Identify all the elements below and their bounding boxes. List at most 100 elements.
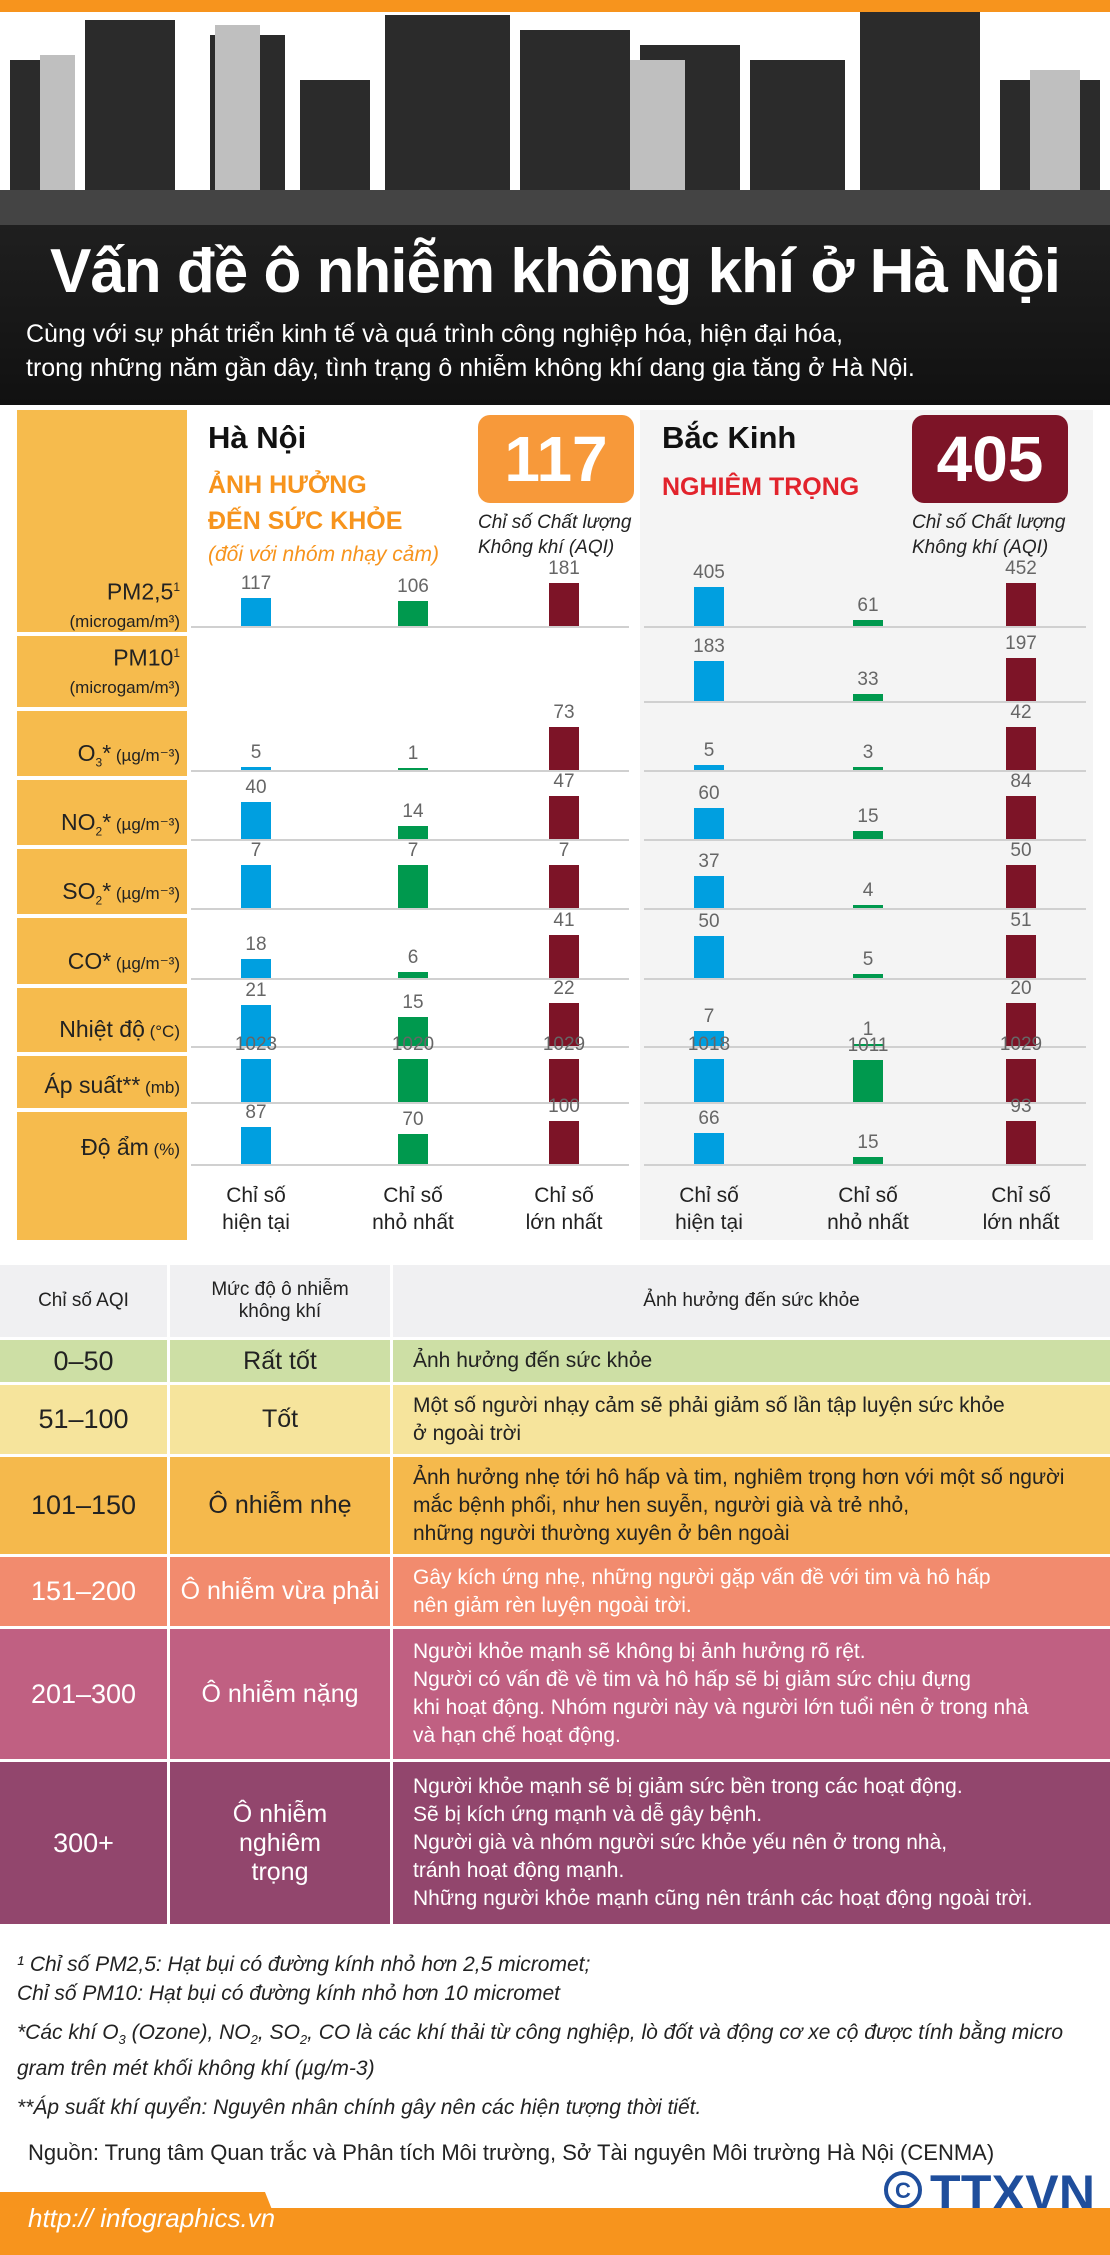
row-label: Nhiệt độ (°C) xyxy=(17,1016,180,1045)
row-label: O3* (µg/m⁻³) xyxy=(17,740,180,777)
value-label-hanoi: 1029 xyxy=(542,1034,586,1055)
value-label-beijing: 37 xyxy=(698,851,720,872)
footnote: , SO xyxy=(257,2021,300,2044)
row-label-suffix: * xyxy=(102,809,112,835)
row-divider xyxy=(17,776,187,780)
baseline xyxy=(644,1102,1086,1104)
cell-text: Một số người nhạy cảm sẽ phải giảm số lầ… xyxy=(413,1393,1005,1417)
subscript: 2 xyxy=(250,2032,258,2048)
baseline xyxy=(191,1102,629,1104)
row-divider xyxy=(17,707,187,711)
row-label-name: Áp suất** xyxy=(44,1072,141,1098)
baseline xyxy=(644,839,1086,841)
cell-text: Rất tốt xyxy=(243,1346,317,1375)
value-label-beijing: 197 xyxy=(1005,633,1037,654)
bar-hanoi-current xyxy=(241,1005,271,1046)
value-label-hanoi: 1023 xyxy=(234,1034,278,1055)
pollution-level-cell: Ô nhiễm nặng xyxy=(170,1629,393,1759)
bar-hanoi-current xyxy=(241,802,271,839)
superscript: 1 xyxy=(173,646,180,660)
status-line: ẢNH HƯỞNG xyxy=(208,471,367,499)
value-label-hanoi: 73 xyxy=(553,702,575,723)
footnote: Chỉ số PM10: Hạt bụi có đường kính nhỏ h… xyxy=(17,1982,560,2005)
value-label-hanoi: 1020 xyxy=(391,1034,435,1055)
header-cell: Chỉ số AQI xyxy=(0,1265,170,1337)
row-label-name: Nhiệt độ xyxy=(59,1016,145,1042)
bar-beijing-min xyxy=(853,1060,883,1102)
footnote: **Áp suất khí quyển: Nguyên nhân chính g… xyxy=(17,2096,702,2120)
table-row: 151–200 Ô nhiễm vừa phải Gây kích ứng nhẹ,… xyxy=(0,1557,1110,1629)
baseline xyxy=(644,908,1086,910)
aqi-range-cell: 201–300 xyxy=(0,1629,170,1759)
cell-text: 0–50 xyxy=(53,1345,114,1376)
baseline xyxy=(644,626,1086,628)
city-name-hanoi: Hà Nội xyxy=(208,420,307,455)
baseline xyxy=(644,701,1086,703)
bar-hanoi-current xyxy=(241,1059,271,1102)
footnote: (Ozone), NO xyxy=(125,2021,251,2044)
pollution-level-cell: Tốt xyxy=(170,1385,393,1454)
bar-beijing-min xyxy=(853,767,883,770)
value-label-beijing: 42 xyxy=(1010,702,1032,723)
bar-beijing-max xyxy=(1006,583,1036,626)
row-label-column xyxy=(17,410,187,1240)
column-label: hiện tại xyxy=(675,1211,743,1234)
column-label: nhỏ nhất xyxy=(372,1211,454,1234)
cell-text: Ảnh hưởng đến sức khỏe xyxy=(643,1290,860,1311)
footnote: , CO là các khí thải từ công nghiệp, lò … xyxy=(17,2021,1064,2081)
row-label-unit: (µg/m⁻³) xyxy=(111,954,180,973)
value-label-hanoi: 47 xyxy=(553,771,575,792)
value-label-hanoi: 14 xyxy=(402,801,424,822)
column-label: Chỉ số xyxy=(226,1184,286,1207)
value-label-beijing: 1018 xyxy=(687,1034,731,1055)
value-label-beijing: 50 xyxy=(698,911,720,932)
cell-text: Sẽ bị kích ứng mạnh và dễ gây bệnh. xyxy=(413,1803,763,1826)
value-label-beijing: 1011 xyxy=(847,1035,889,1056)
status-note: (đối với nhóm nhạy cảm) xyxy=(208,543,439,566)
cell-text: Những người khỏe mạnh cũng nên tránh các… xyxy=(413,1887,1033,1910)
value-label-beijing: 60 xyxy=(698,783,720,804)
cell-text: Tốt xyxy=(261,1405,299,1433)
bar-beijing-min xyxy=(853,905,883,908)
top-accent-strip xyxy=(0,0,1110,12)
aqi-range-cell: 0–50 xyxy=(0,1340,170,1382)
table-row: 51–100 Tốt Một số người nhạy cảm sẽ phải g… xyxy=(0,1385,1110,1457)
bar-beijing-current xyxy=(694,587,724,626)
value-label-hanoi: 1 xyxy=(407,743,419,764)
health-effect-cell: Một số người nhạy cảm sẽ phải giảm số lầ… xyxy=(393,1385,1110,1454)
svg-text:C: C xyxy=(895,2178,911,2203)
bar-beijing-current xyxy=(694,936,724,978)
bar-beijing-max xyxy=(1006,1121,1036,1164)
bar-beijing-current xyxy=(694,765,724,770)
aqi-caption: Không khí (AQI) xyxy=(478,537,615,558)
comparison-chart: Hà Nội ẢNH HƯỞNG ĐẾN SỨC KHỎE (đối với n… xyxy=(0,410,1110,1240)
value-label-hanoi: 15 xyxy=(402,992,424,1013)
column-label: Chỉ số xyxy=(383,1184,443,1207)
baseline xyxy=(191,1164,629,1166)
bar-beijing-max xyxy=(1006,865,1036,908)
bar-beijing-max xyxy=(1006,935,1036,978)
bar-hanoi-min xyxy=(398,1017,428,1046)
cell-text: Ô nhiễm nhẹ xyxy=(208,1491,352,1519)
value-label-hanoi: 117 xyxy=(240,573,272,594)
subscript: 2 xyxy=(95,824,103,839)
column-label: Chỉ số xyxy=(838,1184,898,1207)
table-row: 300+ Ô nhiễm nghiêm trọng Người khỏe mạnh … xyxy=(0,1762,1110,1927)
bar-beijing-min xyxy=(853,694,883,701)
column-label: Chỉ số xyxy=(991,1184,1051,1207)
aqi-badge-beijing: 405 xyxy=(912,415,1068,503)
value-label-hanoi: 87 xyxy=(245,1102,267,1123)
bar-hanoi-max xyxy=(549,727,579,770)
value-label-hanoi: 181 xyxy=(548,558,580,579)
cell-text: Người khỏe mạnh sẽ bị giảm sức bền trong… xyxy=(413,1775,963,1798)
bar-beijing-min xyxy=(853,1157,883,1164)
row-divider xyxy=(17,1052,187,1056)
bar-beijing-current xyxy=(694,1133,724,1164)
footnotes: ¹ Chỉ số PM2,5: Hạt bụi có đường kính nh… xyxy=(17,1950,1097,2132)
value-label-beijing: 66 xyxy=(698,1108,720,1129)
value-label-beijing: 7 xyxy=(703,1006,715,1027)
bar-hanoi-max xyxy=(549,935,579,978)
pollution-level-cell: Ô nhiễm nghiêm trọng xyxy=(170,1762,393,1924)
website-link[interactable]: http:// infographics.vn xyxy=(28,2203,276,2233)
bar-beijing-max xyxy=(1006,727,1036,770)
